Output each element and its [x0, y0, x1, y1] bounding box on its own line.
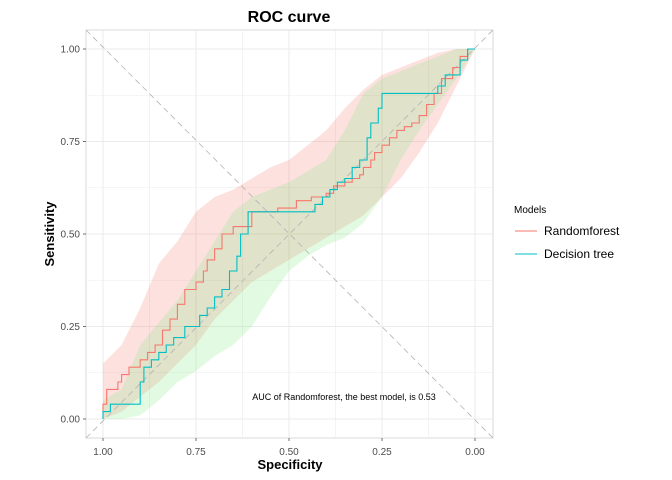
x-tick-label: 0.25	[372, 447, 392, 458]
y-tick-label: 1.00	[61, 45, 81, 56]
y-tick-label: 0.25	[61, 322, 81, 333]
y-tick-label: 0.00	[61, 415, 81, 426]
legend-label-1: Decision tree	[544, 247, 614, 261]
roc-line-0	[102, 48, 475, 419]
legend: Models Randomforest Decision tree	[514, 205, 620, 261]
chart-title: ROC curve	[248, 9, 331, 26]
legend-title: Models	[514, 205, 546, 216]
y-tick-label: 0.50	[61, 230, 81, 241]
x-tick-label: 0.75	[186, 447, 206, 458]
roc-lines	[102, 48, 475, 419]
x-tick-label: 1.00	[93, 447, 113, 458]
reference-lines	[85, 29, 494, 439]
y-axis-ticks: 0.00 0.25 0.50 0.75 1.00	[61, 45, 86, 426]
legend-label-0: Randomforest	[544, 224, 620, 238]
y-axis-title: Sensitivity	[42, 201, 57, 267]
x-tick-label: 0.00	[465, 447, 485, 458]
x-axis-title: Specificity	[257, 457, 323, 472]
diagonal-line-down	[85, 29, 494, 439]
roc-line-1	[102, 48, 475, 419]
auc-annotation: AUC of Randomforest, the best model, is …	[252, 392, 436, 402]
x-axis-ticks: 1.00 0.75 0.50 0.25 0.00	[93, 438, 485, 458]
y-tick-label: 0.75	[61, 137, 81, 148]
diagonal-line-up	[85, 29, 494, 439]
x-tick-label: 0.50	[279, 447, 299, 458]
